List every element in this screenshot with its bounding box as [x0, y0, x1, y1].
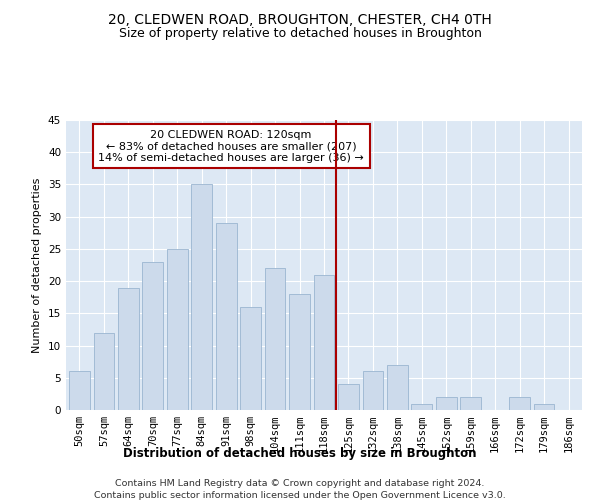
Bar	[509, 397, 530, 410]
Text: 20, CLEDWEN ROAD, BROUGHTON, CHESTER, CH4 0TH: 20, CLEDWEN ROAD, BROUGHTON, CHESTER, CH…	[108, 12, 492, 26]
Bar	[118, 288, 139, 410]
Bar	[387, 365, 408, 410]
Bar	[289, 294, 310, 410]
Bar	[142, 262, 163, 410]
Bar	[338, 384, 359, 410]
Bar	[412, 404, 432, 410]
Text: Contains public sector information licensed under the Open Government Licence v3: Contains public sector information licen…	[94, 491, 506, 500]
Bar	[265, 268, 286, 410]
Bar	[460, 397, 481, 410]
Bar	[94, 332, 114, 410]
Bar	[191, 184, 212, 410]
Bar	[167, 249, 188, 410]
Bar	[534, 404, 554, 410]
Text: 20 CLEDWEN ROAD: 120sqm
← 83% of detached houses are smaller (207)
14% of semi-d: 20 CLEDWEN ROAD: 120sqm ← 83% of detache…	[98, 130, 364, 163]
Y-axis label: Number of detached properties: Number of detached properties	[32, 178, 43, 352]
Bar	[436, 397, 457, 410]
Bar	[240, 307, 261, 410]
Bar	[216, 223, 236, 410]
Bar	[69, 372, 90, 410]
Bar	[314, 274, 334, 410]
Text: Distribution of detached houses by size in Broughton: Distribution of detached houses by size …	[123, 448, 477, 460]
Bar	[362, 372, 383, 410]
Text: Size of property relative to detached houses in Broughton: Size of property relative to detached ho…	[119, 28, 481, 40]
Text: Contains HM Land Registry data © Crown copyright and database right 2024.: Contains HM Land Registry data © Crown c…	[115, 479, 485, 488]
